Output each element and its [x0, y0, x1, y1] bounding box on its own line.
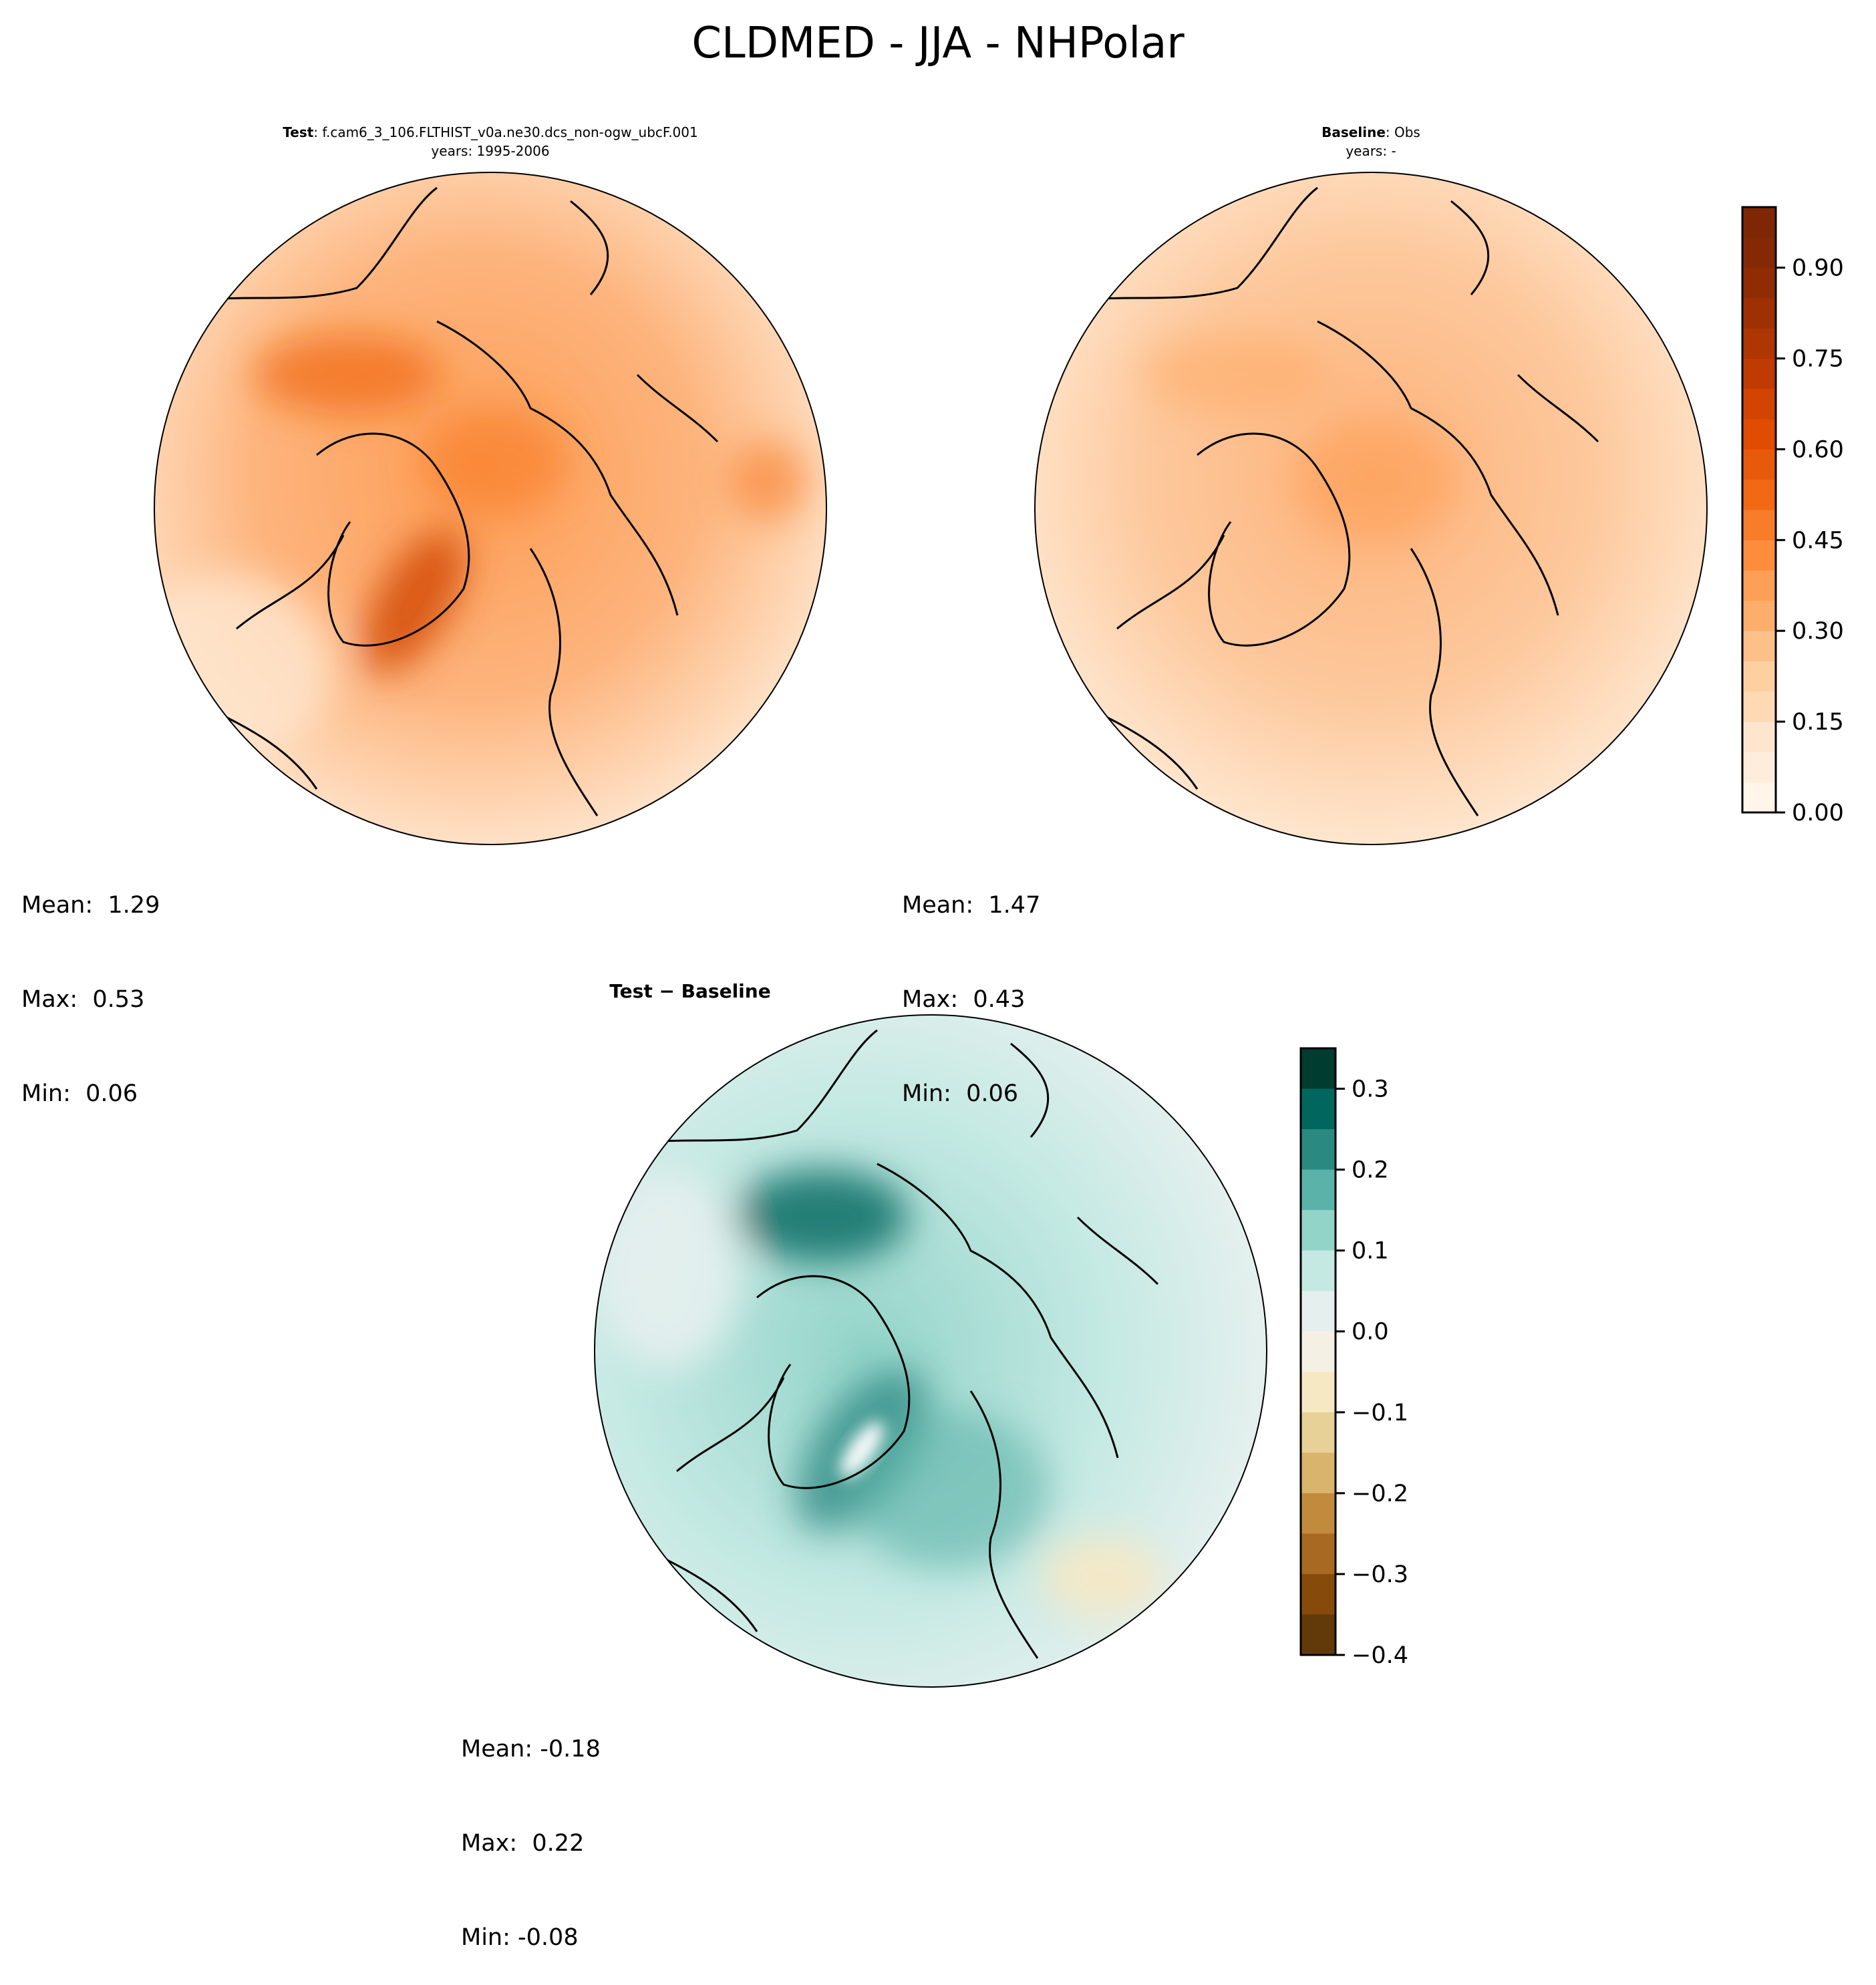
test-stats: Mean: 1.29 Max: 0.53 Min: 0.06 — [21, 827, 160, 1141]
diff-colorbar-band — [1301, 1614, 1336, 1656]
orange-colorbar-band — [1742, 661, 1776, 692]
diff-high-atlantic — [848, 1410, 1049, 1570]
test-mean: Mean: 1.29 — [21, 892, 160, 919]
diff-colorbar-band — [1301, 1372, 1336, 1413]
test-high-greenland — [363, 529, 466, 673]
diff-colorbar-tick-label: −0.4 — [1352, 1642, 1408, 1669]
diff-colorbar-band — [1301, 1210, 1336, 1251]
diff-min: Min: -0.08 — [461, 1924, 579, 1951]
diff-colorbar-band — [1301, 1412, 1336, 1453]
orange-colorbar-band — [1742, 600, 1776, 631]
diff-colorbar-band — [1301, 1291, 1336, 1332]
test-years: years: 1995-2006 — [431, 143, 550, 159]
orange-colorbar-tick-label: 0.75 — [1792, 346, 1844, 373]
orange-colorbar-band — [1742, 267, 1776, 299]
diff-colorbar-tick-label: −0.1 — [1352, 1400, 1408, 1426]
orange-colorbar-band — [1742, 752, 1776, 783]
baseline-high-siberia — [1142, 334, 1330, 414]
orange-colorbar-band — [1742, 510, 1776, 541]
diff-colorbar-band — [1301, 1250, 1336, 1291]
diff-max: Max: 0.22 — [461, 1830, 585, 1857]
figure-title: CLDMED - JJA - NHPolar — [691, 19, 1185, 68]
baseline-map — [1035, 172, 1707, 845]
diff-low-europe — [1042, 1537, 1162, 1617]
diff-colorbar-band — [1301, 1331, 1336, 1372]
baseline-title-bold: Baseline — [1321, 124, 1386, 140]
orange-colorbar-band — [1742, 449, 1776, 480]
test-max: Max: 0.53 — [21, 986, 145, 1013]
baseline-mean: Mean: 1.47 — [902, 892, 1041, 919]
diff-colorbar-tick-label: 0.3 — [1352, 1076, 1389, 1103]
diff-map — [595, 1015, 1267, 1687]
orange-colorbar-tick-label: 0.15 — [1792, 709, 1844, 736]
diff-colorbar-tick-label: −0.2 — [1352, 1481, 1408, 1507]
maps-canvas: 0.000.150.300.450.600.750.90 0.30.20.10.… — [154, 172, 1844, 1688]
orange-colorbar-tick-label: 0.30 — [1792, 618, 1844, 645]
diff-out-of-range-patch — [840, 1421, 884, 1479]
test-panel-title: Test: f.cam6_3_106.FLTHIST_v0a.ne30.dcs_… — [283, 123, 697, 160]
baseline-min: Min: 0.06 — [902, 1080, 1019, 1107]
baseline-max: Max: 0.43 — [902, 986, 1026, 1013]
test-high-siberia — [254, 334, 441, 414]
diff-neutral-alaska — [595, 1169, 742, 1370]
orange-colorbar-band — [1742, 419, 1776, 450]
diff-colorbar-band — [1301, 1129, 1336, 1171]
orange-colorbar-band — [1742, 237, 1776, 269]
orange-colorbar-band — [1742, 570, 1776, 601]
baseline-stats: Mean: 1.47 Max: 0.43 Min: 0.06 — [902, 827, 1040, 1141]
diff-colorbar-tick-label: −0.3 — [1352, 1561, 1408, 1588]
test-map — [154, 172, 826, 845]
baseline-panel-title: Baseline: Obs years: - — [1321, 123, 1420, 160]
diff-colorbar-band — [1301, 1573, 1336, 1615]
diff-mean: Mean: -0.18 — [461, 1736, 601, 1763]
orange-colorbar-tick-label: 0.90 — [1792, 255, 1844, 282]
orange-colorbar-band — [1742, 631, 1776, 661]
orange-colorbar-tick-label: 0.60 — [1792, 436, 1844, 463]
diff-stats: Mean: -0.18 Max: 0.22 Min: -0.08 — [461, 1671, 601, 1985]
diff-colorbar-frame — [1299, 1047, 1337, 1656]
test-title-bold: Test — [283, 124, 314, 140]
diff-map-border — [594, 1014, 1267, 1688]
orange-colorbar-band — [1742, 358, 1776, 390]
orange-colorbar-tick-label: 0.00 — [1792, 800, 1844, 826]
orange-colorbar-band — [1742, 388, 1776, 420]
test-title-case: : f.cam6_3_106.FLTHIST_v0a.ne30.dcs_non-… — [313, 124, 698, 140]
baseline-years: years: - — [1346, 143, 1396, 159]
orange-colorbar-band — [1742, 297, 1776, 329]
diff-panel-title: Test − Baseline — [609, 980, 771, 1002]
baseline-map-border — [1034, 172, 1708, 845]
orange-colorbar-band — [1742, 328, 1776, 359]
baseline-high-pole — [1296, 421, 1456, 541]
diff-high-siberia — [735, 1169, 909, 1263]
test-min: Min: 0.06 — [21, 1080, 138, 1107]
diff-colorbar-band — [1301, 1048, 1336, 1090]
orange-colorbar-tick-label: 0.45 — [1792, 527, 1844, 554]
test-high-pacific — [728, 441, 808, 521]
diff-colorbar-tick-label: 0.1 — [1352, 1238, 1389, 1265]
diff-colorbar-band — [1301, 1493, 1336, 1534]
diff-colorbar-band — [1301, 1533, 1336, 1575]
baseline-title-case: : Obs — [1385, 124, 1420, 140]
test-low-atlantic — [154, 575, 334, 762]
diff-colorbar-band — [1301, 1169, 1336, 1211]
diff-colorbar-band — [1301, 1088, 1336, 1130]
orange-colorbar-band — [1742, 479, 1776, 510]
orange-colorbar-band — [1742, 722, 1776, 752]
test-map-border — [154, 172, 827, 845]
orange-colorbar-band — [1742, 207, 1776, 238]
diff-colorbar-band — [1301, 1453, 1336, 1494]
diff-colorbar: 0.3 0.2 0.1 0.0 −0.1 −0.2 −0.3 −0.4 — [1299, 1047, 1408, 1669]
orange-colorbar-band — [1742, 540, 1776, 571]
orange-colorbar-band — [1742, 691, 1776, 722]
orange-colorbar: 0.00 0.15 0.30 0.45 0.60 0.75 0.90 — [1741, 206, 1844, 826]
diff-colorbar-tick-label: 0.2 — [1352, 1157, 1389, 1184]
orange-colorbar-frame — [1741, 206, 1777, 814]
orange-colorbar-band — [1742, 782, 1776, 813]
diff-colorbar-tick-label: 0.0 — [1352, 1319, 1389, 1346]
test-high-pole — [421, 408, 568, 514]
